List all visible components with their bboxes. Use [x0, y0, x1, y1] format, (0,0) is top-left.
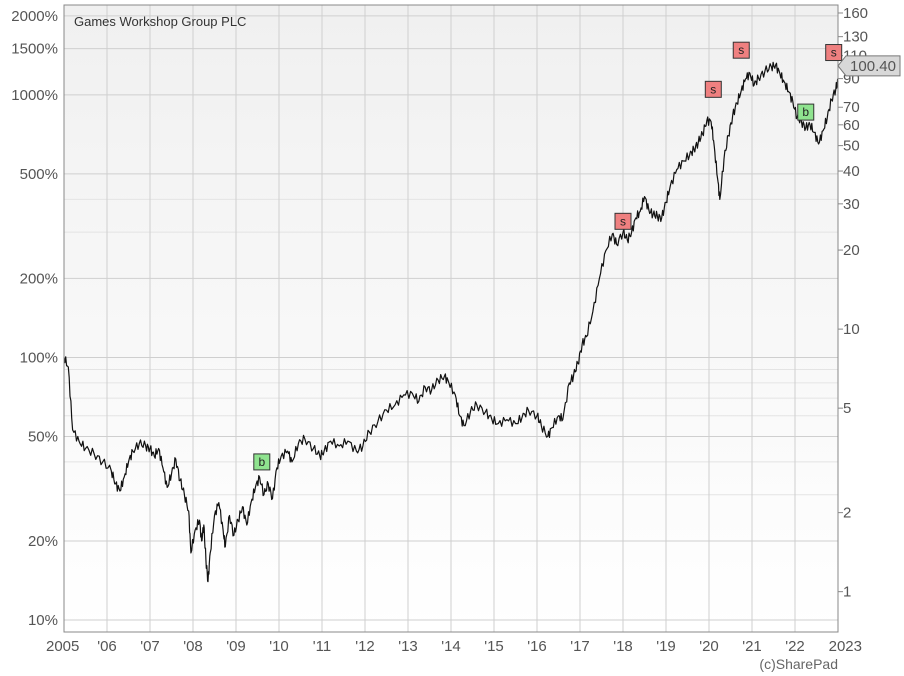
y-right-tick-label: 1	[843, 584, 851, 601]
y-right-tick-label: 190	[843, 0, 868, 2]
series-line	[63, 61, 839, 583]
last-value-flag: 100.40	[837, 55, 901, 77]
x-tick-label: '06	[97, 638, 117, 655]
marker-box	[253, 453, 271, 471]
y-right-tick-label: 2	[843, 505, 851, 522]
x-tick-label: '13	[398, 638, 418, 655]
x-tick-label: '20	[699, 638, 719, 655]
y-left-tick-label: 100%	[20, 349, 58, 366]
marker-label: s	[831, 46, 837, 60]
marker-box	[732, 41, 750, 59]
x-axis: 2005 '06 '07 '08 '09 '10 '11 '12 '13 '14 '15 '16 '17…	[46, 638, 862, 655]
x-tick-label: '12	[355, 638, 375, 655]
marker-box	[704, 80, 722, 98]
right-y-axis: 1251020304050607090110130160190	[838, 0, 868, 601]
sell-marker: s	[732, 41, 750, 59]
y-right-tick-label: 130	[843, 29, 868, 46]
x-tick-label: '14	[441, 638, 461, 655]
marker-box	[614, 212, 632, 230]
sell-marker: s	[614, 212, 632, 230]
y-left-tick-label: 1000%	[11, 87, 58, 104]
marker-label: s	[738, 43, 744, 57]
x-tick-label: '18	[613, 638, 633, 655]
sell-marker: s	[704, 80, 722, 98]
x-tick-label: '09	[226, 638, 246, 655]
y-right-tick-label: 5	[843, 400, 851, 417]
x-tick-label: '10	[269, 638, 289, 655]
x-tick-label: 2023	[829, 638, 862, 655]
credit-label: (c)SharePad	[759, 656, 838, 672]
x-tick-label: '08	[183, 638, 203, 655]
x-tick-label: '21	[742, 638, 762, 655]
y-left-tick-label: 2000%	[11, 8, 58, 25]
sell-marker: s	[825, 44, 843, 62]
y-left-tick-label: 500%	[20, 166, 58, 183]
series-layer	[63, 61, 839, 583]
last-value-flag-shape	[837, 55, 901, 77]
left-y-axis: 10% 20% 50% 100% 200% 500% 1000% 1500% 2000%	[11, 8, 58, 629]
x-tick-label: '19	[656, 638, 676, 655]
buy-marker: b	[253, 453, 271, 471]
y-right-tick-label: 20	[843, 242, 860, 259]
buy-marker: b	[797, 103, 815, 121]
marker-label: b	[258, 455, 265, 469]
y-left-tick-label: 10%	[28, 612, 58, 629]
trade-markers: b s s s b s	[253, 41, 843, 471]
y-left-tick-label: 50%	[28, 428, 58, 445]
y-right-tick-label: 160	[843, 5, 868, 22]
y-right-tick-label: 60	[843, 117, 860, 134]
y-right-tick-label: 30	[843, 196, 860, 213]
marker-box	[797, 103, 815, 121]
chart-title: Games Workshop Group PLC	[74, 14, 246, 29]
y-left-tick-label: 1500%	[11, 41, 58, 58]
x-tick-label: '16	[527, 638, 547, 655]
x-tick-label: '22	[785, 638, 805, 655]
x-tick-label: '17	[570, 638, 590, 655]
marker-label: s	[620, 214, 626, 228]
x-tick-label: 2005	[46, 638, 79, 655]
x-tick-label: '07	[140, 638, 160, 655]
y-left-tick-label: 200%	[20, 270, 58, 287]
y-right-tick-label: 50	[843, 138, 860, 155]
x-tick-label: '11	[313, 638, 331, 655]
plot-frame	[63, 4, 839, 633]
marker-label: s	[710, 82, 716, 96]
y-right-tick-label: 40	[843, 163, 860, 180]
marker-label: b	[802, 105, 809, 119]
y-right-tick-label: 10	[843, 321, 860, 338]
y-left-tick-label: 20%	[28, 533, 58, 550]
marker-box	[825, 44, 843, 62]
last-value-label: 100.40	[850, 58, 896, 75]
y-right-tick-label: 70	[843, 99, 860, 116]
x-tick-label: '15	[484, 638, 504, 655]
